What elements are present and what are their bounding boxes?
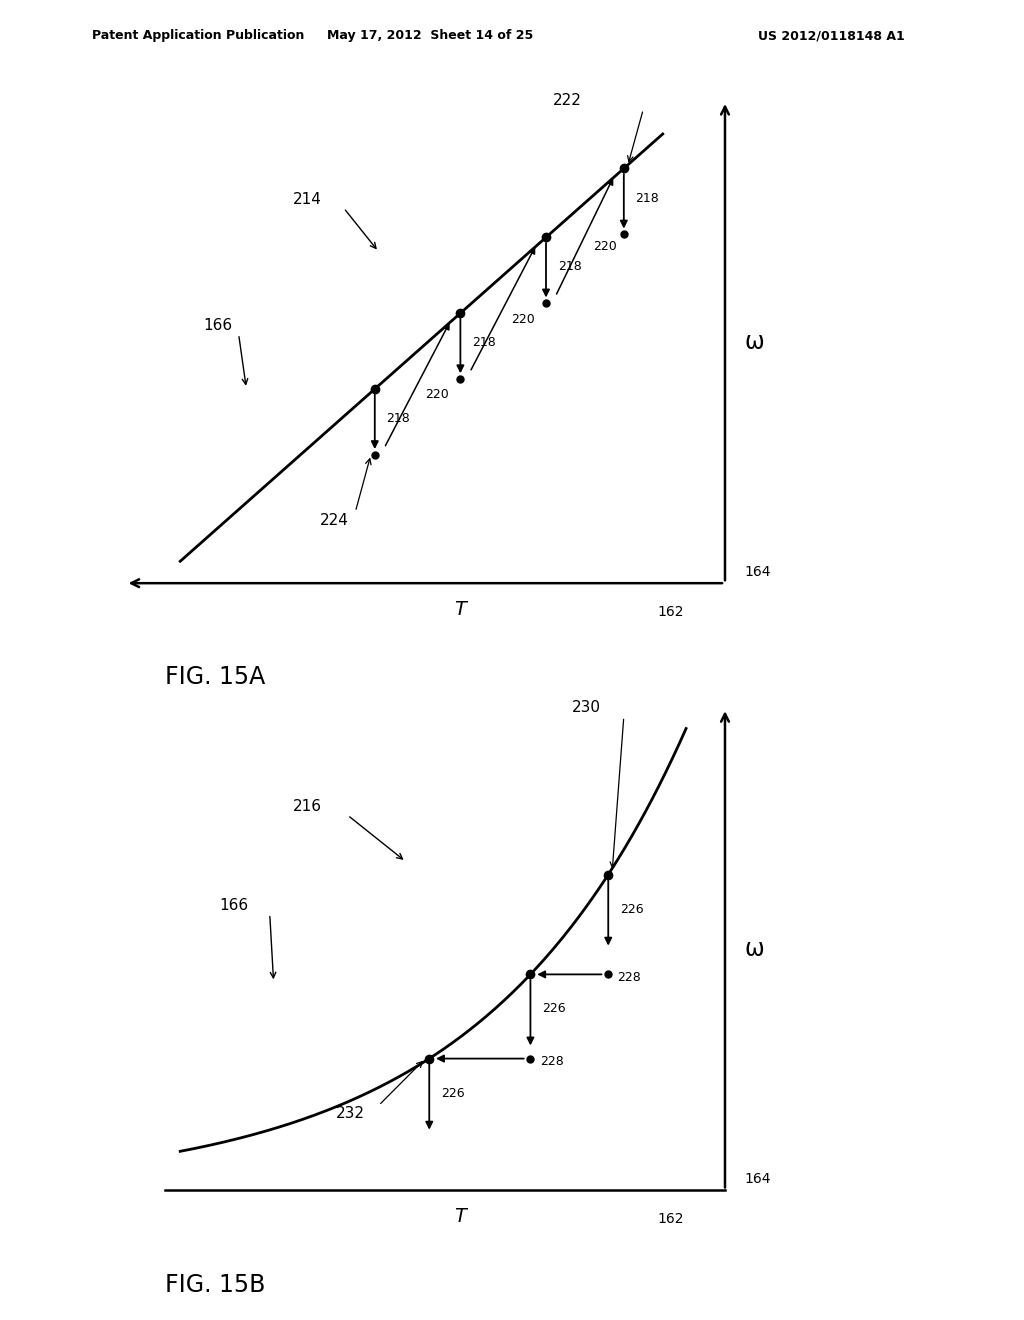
Text: 226: 226 — [441, 1086, 465, 1100]
Text: Patent Application Publication: Patent Application Publication — [92, 29, 304, 42]
Text: 216: 216 — [293, 800, 323, 814]
Text: US 2012/0118148 A1: US 2012/0118148 A1 — [758, 29, 904, 42]
Text: 232: 232 — [336, 1106, 365, 1121]
Text: May 17, 2012  Sheet 14 of 25: May 17, 2012 Sheet 14 of 25 — [327, 29, 534, 42]
Text: T: T — [455, 599, 466, 619]
Text: 220: 220 — [593, 240, 616, 253]
Text: ω: ω — [744, 937, 764, 961]
Text: 226: 226 — [542, 1002, 565, 1015]
Text: 218: 218 — [386, 412, 411, 425]
Text: 218: 218 — [558, 260, 582, 273]
Text: 222: 222 — [553, 92, 583, 108]
Text: 166: 166 — [219, 898, 248, 913]
Text: 162: 162 — [657, 1212, 684, 1226]
Text: 164: 164 — [744, 1172, 771, 1187]
Text: 228: 228 — [540, 1055, 563, 1068]
Text: 224: 224 — [321, 512, 349, 528]
Text: 230: 230 — [572, 700, 601, 715]
Text: FIG. 15A: FIG. 15A — [165, 665, 265, 689]
Text: 226: 226 — [620, 903, 643, 916]
Text: 166: 166 — [204, 318, 232, 333]
Text: 214: 214 — [293, 193, 322, 207]
Text: 228: 228 — [617, 970, 641, 983]
Text: 220: 220 — [511, 313, 535, 326]
Text: FIG. 15B: FIG. 15B — [165, 1272, 265, 1296]
Text: 164: 164 — [744, 565, 771, 579]
Text: ω: ω — [744, 330, 764, 354]
Text: 218: 218 — [636, 191, 659, 205]
Text: 220: 220 — [425, 388, 450, 401]
Text: T: T — [455, 1206, 466, 1226]
Text: 162: 162 — [657, 605, 684, 619]
Text: 218: 218 — [472, 337, 496, 350]
